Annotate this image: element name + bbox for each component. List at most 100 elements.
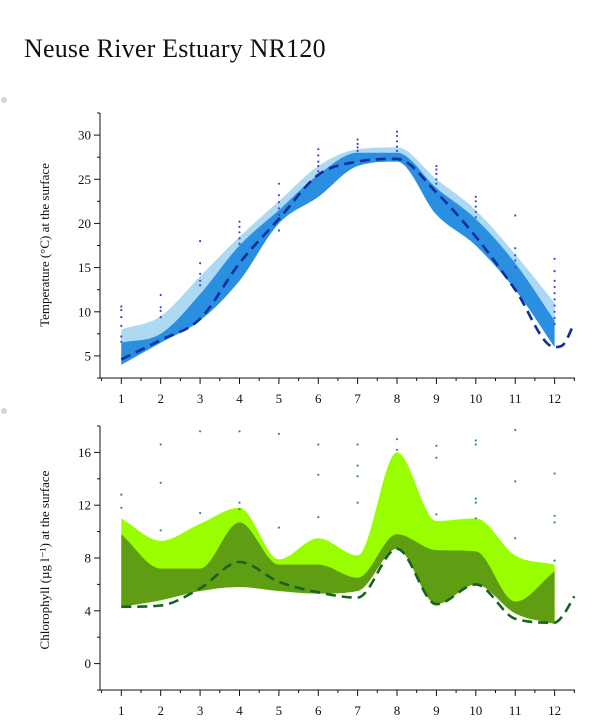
data-point: [120, 340, 123, 343]
data-point: [474, 205, 477, 208]
data-point: [553, 270, 556, 273]
page-title: Neuse River Estuary NR120: [24, 34, 326, 63]
data-point: [317, 154, 320, 157]
x-tick-label: 7: [354, 391, 361, 406]
x-tick-label: 1: [118, 391, 125, 406]
data-point: [199, 272, 202, 275]
data-point: [553, 323, 556, 326]
data-point: [277, 229, 280, 232]
y-tick-label: 0: [85, 656, 92, 671]
data-point: [159, 306, 162, 309]
data-point: [238, 237, 241, 240]
data-point: [120, 308, 123, 312]
x-tick-label: 9: [433, 703, 440, 718]
data-point: [395, 130, 399, 133]
data-point: [553, 298, 556, 301]
x-tick-label: 3: [197, 391, 204, 406]
data-point: [514, 254, 517, 257]
data-point: [356, 464, 359, 467]
data-point: [199, 262, 202, 265]
data-point: [514, 259, 517, 262]
x-tick-label: 2: [157, 391, 164, 406]
x-tick-label: 11: [509, 391, 522, 406]
data-point: [238, 220, 241, 223]
data-point: [199, 284, 202, 287]
data-point: [317, 164, 320, 168]
data-point: [120, 305, 123, 308]
y-tick-label: 20: [78, 216, 91, 231]
data-point: [199, 240, 202, 243]
data-point: [159, 529, 162, 532]
x-tick-label: 5: [276, 703, 283, 718]
median-line: [120, 157, 576, 361]
data-point: [159, 293, 162, 297]
data-point: [120, 493, 123, 496]
y-tick-label: 16: [78, 445, 92, 460]
data-point: [553, 559, 556, 562]
x-tick-label: 2: [157, 703, 164, 718]
data-point: [553, 316, 556, 319]
y-tick-label: 30: [78, 128, 91, 143]
data-point: [395, 134, 399, 138]
x-tick-label: 5: [276, 391, 283, 406]
data-point: [356, 501, 359, 504]
y-axis-title: Temperature (°C) at the surface: [37, 163, 52, 327]
data-point: [553, 285, 556, 289]
x-tick-label: 3: [197, 703, 204, 718]
data-point: [317, 170, 320, 173]
x-tick-label: 11: [509, 703, 522, 718]
data-point: [514, 266, 517, 269]
data-point: [553, 521, 556, 524]
data-point: [514, 537, 517, 540]
data-point: [159, 316, 162, 319]
data-point: [474, 443, 477, 446]
data-point: [120, 335, 123, 338]
data-point: [514, 428, 517, 432]
data-point: [277, 201, 280, 204]
y-tick-label: 25: [78, 172, 91, 187]
x-tick-label: 6: [315, 703, 322, 718]
inner-band: [121, 522, 555, 624]
data-point: [238, 501, 241, 504]
inner-band: [121, 152, 555, 365]
y-tick-label: 10: [78, 304, 91, 319]
data-point: [317, 148, 320, 151]
data-point: [435, 182, 438, 185]
data-point: [356, 475, 359, 478]
data-point: [553, 304, 556, 307]
data-point: [514, 247, 517, 250]
data-point: [553, 292, 556, 295]
data-point: [553, 514, 556, 517]
data-point: [553, 279, 556, 282]
median-line: [121, 547, 576, 625]
data-point: [474, 517, 477, 520]
outer-band: [121, 452, 555, 624]
data-point: [238, 242, 241, 245]
x-tick-label: 6: [315, 391, 322, 406]
data-point: [474, 497, 477, 500]
y-tick-label: 5: [85, 348, 92, 363]
data-point: [395, 140, 399, 143]
data-point: [199, 511, 202, 515]
x-tick-label: 12: [548, 391, 561, 406]
data-point: [356, 443, 359, 446]
data-point: [395, 145, 399, 148]
data-point: [277, 526, 280, 529]
data-point: [277, 194, 280, 197]
y-tick-label: 8: [85, 551, 92, 566]
data-point: [356, 138, 359, 141]
data-point: [277, 213, 280, 216]
data-point: [474, 200, 477, 203]
data-point: [474, 210, 477, 213]
x-tick-label: 8: [394, 703, 401, 718]
data-point: [317, 473, 320, 476]
data-point: [317, 443, 320, 446]
data-point: [120, 316, 123, 319]
data-point: [277, 182, 280, 185]
data-point: [435, 164, 438, 168]
x-tick-label: 4: [236, 703, 243, 718]
decorative-dot: [1, 97, 7, 103]
data-point: [514, 214, 517, 217]
